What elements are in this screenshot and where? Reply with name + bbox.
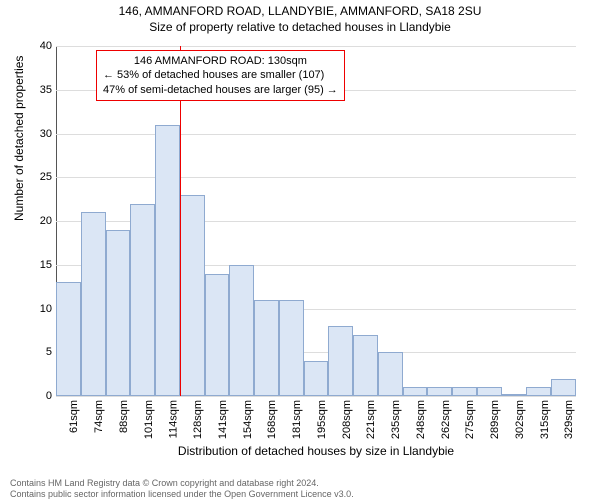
x-tick-label: 195sqm bbox=[316, 400, 328, 439]
bar bbox=[452, 387, 477, 396]
y-tick-label: 30 bbox=[40, 128, 52, 140]
y-axis: 0510152025303540 bbox=[26, 46, 56, 396]
bar bbox=[56, 282, 81, 396]
footnote-line2: Contains public sector information licen… bbox=[10, 489, 354, 500]
title-sub: Size of property relative to detached ho… bbox=[0, 20, 600, 34]
gridline bbox=[56, 46, 576, 47]
x-tick-label: 302sqm bbox=[514, 400, 526, 439]
x-tick-label: 248sqm bbox=[415, 400, 427, 439]
y-tick-label: 15 bbox=[40, 259, 52, 271]
y-tick-label: 0 bbox=[46, 390, 52, 402]
x-axis-label: Distribution of detached houses by size … bbox=[56, 444, 576, 458]
annotation-line: ← 53% of detached houses are smaller (10… bbox=[103, 68, 338, 82]
bar bbox=[130, 204, 155, 397]
x-tick-label: 262sqm bbox=[440, 400, 452, 439]
bar bbox=[378, 352, 403, 396]
footnote: Contains HM Land Registry data © Crown c… bbox=[10, 478, 354, 500]
x-tick-label: 221sqm bbox=[366, 400, 378, 439]
y-tick-label: 10 bbox=[40, 303, 52, 315]
chart-area: 146 AMMANFORD ROAD: 130sqm← 53% of detac… bbox=[56, 46, 576, 396]
x-tick-label: 275sqm bbox=[465, 400, 477, 439]
x-tick-label: 181sqm bbox=[291, 400, 303, 439]
x-tick-label: 128sqm bbox=[192, 400, 204, 439]
bar bbox=[403, 387, 428, 396]
bar bbox=[353, 335, 378, 396]
bar bbox=[551, 379, 576, 397]
gridline bbox=[56, 177, 576, 178]
bar bbox=[477, 387, 502, 396]
y-tick-label: 40 bbox=[40, 40, 52, 52]
annotation-box: 146 AMMANFORD ROAD: 130sqm← 53% of detac… bbox=[96, 50, 345, 101]
plot-region: 146 AMMANFORD ROAD: 130sqm← 53% of detac… bbox=[56, 46, 576, 396]
bar bbox=[106, 230, 131, 396]
bar bbox=[304, 361, 329, 396]
x-tick-label: 289sqm bbox=[489, 400, 501, 439]
bar bbox=[205, 274, 230, 397]
x-tick-label: 329sqm bbox=[564, 400, 576, 439]
x-tick-label: 88sqm bbox=[118, 400, 130, 433]
bar bbox=[180, 195, 205, 396]
x-tick-label: 114sqm bbox=[167, 400, 179, 438]
gridline bbox=[56, 134, 576, 135]
y-tick-label: 5 bbox=[46, 346, 52, 358]
bar bbox=[81, 212, 106, 396]
bar bbox=[526, 387, 551, 396]
bar bbox=[328, 326, 353, 396]
bar bbox=[254, 300, 279, 396]
x-tick-label: 154sqm bbox=[242, 400, 254, 439]
annotation-line: 47% of semi-detached houses are larger (… bbox=[103, 83, 338, 97]
bar bbox=[155, 125, 180, 396]
y-tick-label: 35 bbox=[40, 84, 52, 96]
y-axis-label: Number of detached properties bbox=[12, 56, 26, 221]
x-tick-label: 168sqm bbox=[266, 400, 278, 439]
x-tick-label: 141sqm bbox=[217, 400, 229, 439]
x-tick-label: 208sqm bbox=[341, 400, 353, 439]
x-tick-label: 61sqm bbox=[68, 400, 80, 433]
bar bbox=[502, 394, 527, 396]
annotation-line: 146 AMMANFORD ROAD: 130sqm bbox=[103, 54, 338, 68]
y-tick-label: 25 bbox=[40, 171, 52, 183]
title-main: 146, AMMANFORD ROAD, LLANDYBIE, AMMANFOR… bbox=[0, 4, 600, 18]
gridline bbox=[56, 396, 576, 397]
x-tick-label: 315sqm bbox=[539, 400, 551, 439]
bar bbox=[229, 265, 254, 396]
y-tick-label: 20 bbox=[40, 215, 52, 227]
bar bbox=[279, 300, 304, 396]
bar bbox=[427, 387, 452, 396]
x-tick-label: 74sqm bbox=[93, 400, 105, 433]
x-tick-label: 101sqm bbox=[143, 400, 155, 439]
footnote-line1: Contains HM Land Registry data © Crown c… bbox=[10, 478, 354, 489]
x-tick-label: 235sqm bbox=[390, 400, 402, 439]
